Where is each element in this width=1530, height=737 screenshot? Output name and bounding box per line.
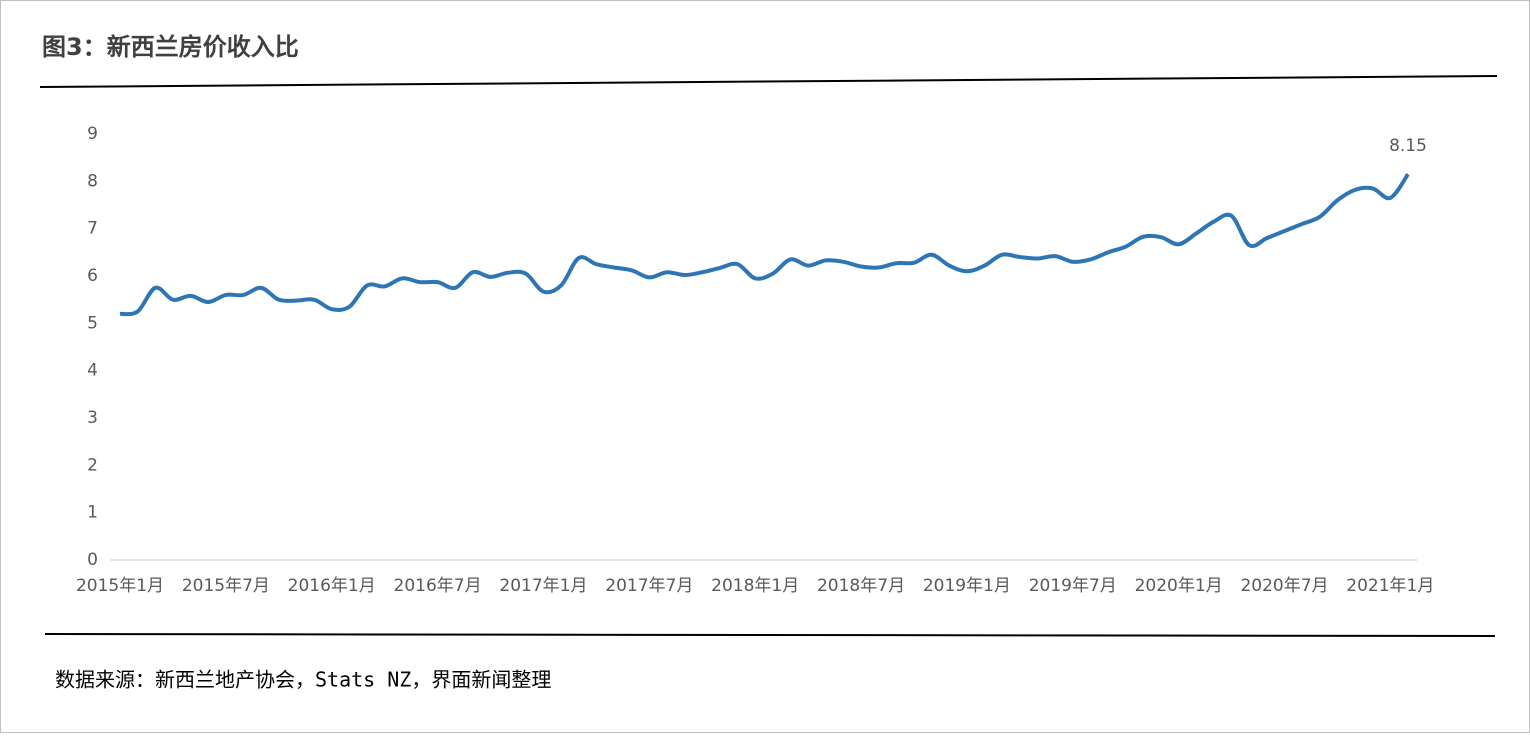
x-tick-label: 2016年1月 (288, 576, 376, 596)
x-tick-label: 2020年1月 (1135, 576, 1223, 596)
x-tick-label: 2019年1月 (923, 576, 1011, 596)
y-tick-label: 8 (87, 171, 98, 191)
x-tick-label: 2018年7月 (817, 576, 905, 596)
x-tick-label: 2015年1月 (76, 576, 164, 596)
source-note: 数据来源：新西兰地产协会，Stats NZ，界面新闻整理 (55, 668, 551, 692)
chart-title: 图3：新西兰房价收入比 (42, 33, 299, 61)
y-tick-label: 9 (87, 124, 98, 144)
y-tick-label: 0 (87, 550, 98, 570)
data-label: 8.15 (1389, 136, 1427, 156)
y-tick-label: 7 (87, 219, 98, 239)
x-tick-label: 2017年7月 (605, 576, 693, 596)
x-tick-label: 2018年1月 (711, 576, 799, 596)
y-tick-label: 6 (87, 266, 98, 286)
line-series (119, 173, 1410, 317)
x-tick-label: 2017年1月 (499, 576, 587, 596)
top-rule (39, 75, 1498, 88)
x-tick-label: 2019年7月 (1029, 576, 1117, 596)
y-tick-label: 2 (87, 455, 98, 475)
bottom-rule (44, 633, 1496, 637)
x-tick-label: 2020年7月 (1240, 576, 1328, 596)
y-tick-label: 5 (87, 313, 98, 333)
y-tick-label: 4 (87, 361, 98, 381)
x-tick-label: 2016年7月 (394, 576, 482, 596)
x-tick-label: 2015年7月 (182, 576, 270, 596)
y-tick-label: 3 (87, 408, 98, 428)
x-tick-label: 2021年1月 (1346, 576, 1434, 596)
y-tick-label: 1 (87, 503, 98, 523)
